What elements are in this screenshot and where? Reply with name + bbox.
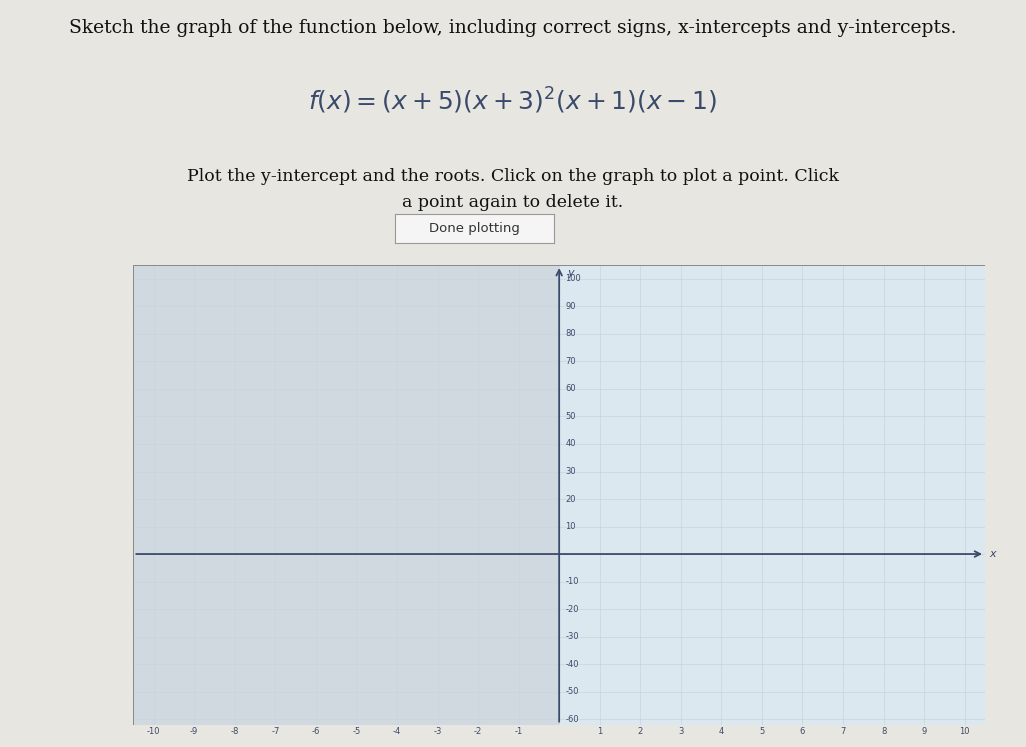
Text: -60: -60 bbox=[565, 715, 579, 724]
Text: 90: 90 bbox=[565, 302, 576, 311]
Text: 60: 60 bbox=[565, 385, 576, 394]
Text: x: x bbox=[989, 549, 995, 559]
Text: -30: -30 bbox=[565, 632, 579, 641]
Text: 70: 70 bbox=[565, 357, 576, 366]
Text: 30: 30 bbox=[565, 467, 576, 476]
Text: a point again to delete it.: a point again to delete it. bbox=[402, 194, 624, 211]
Text: -10: -10 bbox=[565, 577, 579, 586]
Bar bbox=[133, 265, 559, 725]
Text: Sketch the graph of the function below, including correct signs, x-intercepts an: Sketch the graph of the function below, … bbox=[69, 19, 957, 37]
Text: Plot the y-intercept and the roots. Click on the graph to plot a point. Click: Plot the y-intercept and the roots. Clic… bbox=[187, 168, 839, 185]
Text: 20: 20 bbox=[565, 495, 576, 503]
Text: -40: -40 bbox=[565, 660, 579, 669]
Text: Done plotting: Done plotting bbox=[429, 222, 520, 235]
Text: 100: 100 bbox=[565, 274, 581, 283]
Text: -20: -20 bbox=[565, 604, 579, 613]
Text: 80: 80 bbox=[565, 329, 576, 338]
Text: 10: 10 bbox=[565, 522, 576, 531]
Text: 40: 40 bbox=[565, 439, 576, 448]
Text: 50: 50 bbox=[565, 412, 576, 421]
Text: y: y bbox=[567, 268, 574, 278]
Text: -50: -50 bbox=[565, 687, 579, 696]
Text: $f(x) = (x+5)(x+3)^2(x+1)(x-1)$: $f(x) = (x+5)(x+3)^2(x+1)(x-1)$ bbox=[309, 86, 717, 116]
